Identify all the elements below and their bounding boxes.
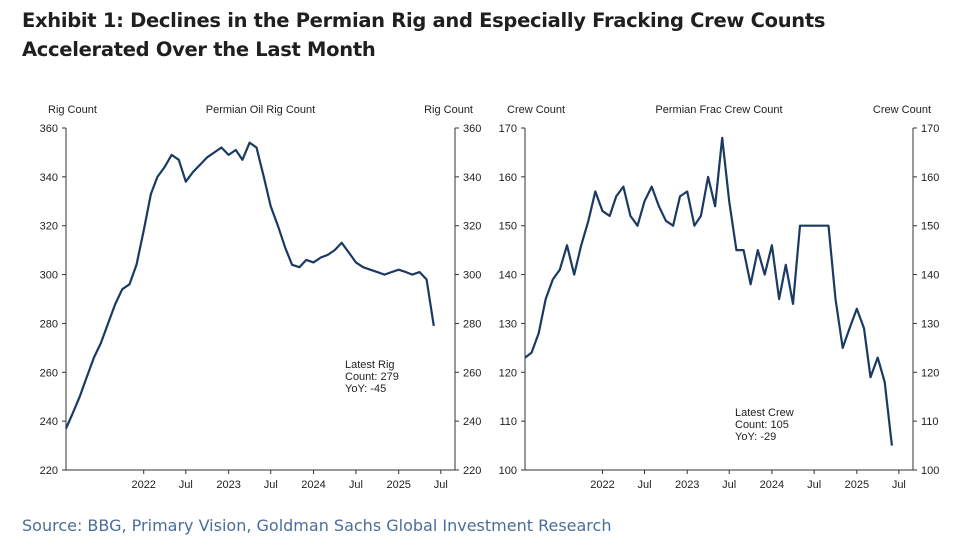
annotation-line: YoY: -29 — [735, 431, 776, 443]
y-tick-label-left: 320 — [40, 221, 58, 233]
annotation-line: Count: 279 — [345, 371, 399, 383]
y-tick-label-right: 240 — [463, 416, 481, 428]
y-tick-label-right: 160 — [921, 172, 939, 184]
y-tick-label-left: 360 — [40, 123, 58, 135]
y-tick-label-left: 130 — [499, 318, 517, 330]
y-tick-label-left: 140 — [499, 270, 517, 282]
y-tick-label-right: 280 — [463, 318, 481, 330]
y-tick-label-right: 130 — [921, 318, 939, 330]
x-tick-label: Jul — [264, 479, 278, 491]
y-tick-label-left: 120 — [499, 367, 517, 379]
y-tick-label-right: 220 — [463, 465, 481, 477]
annotation-line: Latest Crew — [735, 407, 794, 419]
x-tick-label: Jul — [434, 479, 448, 491]
x-tick-label: 2025 — [845, 479, 869, 491]
x-tick-label: Jul — [349, 479, 363, 491]
y-tick-label-left: 100 — [499, 465, 517, 477]
x-tick-label: 2024 — [301, 479, 325, 491]
annotation-line: Latest Rig — [345, 359, 395, 371]
annotation-line: YoY: -45 — [345, 383, 386, 395]
y-tick-label-right: 320 — [463, 221, 481, 233]
y-tick-label-right: 170 — [921, 123, 939, 135]
y-tick-label-right: 100 — [921, 465, 939, 477]
chart-title: Permian Frac Crew Count — [655, 104, 782, 116]
y-tick-label-left: 340 — [40, 172, 58, 184]
x-tick-label: 2023 — [216, 479, 240, 491]
y-tick-label-right: 150 — [921, 221, 939, 233]
y-tick-label-left: 160 — [499, 172, 517, 184]
y-tick-label-right: 260 — [463, 367, 481, 379]
y-tick-label-right: 360 — [463, 123, 481, 135]
x-tick-label: Jul — [722, 479, 736, 491]
x-tick-label: 2022 — [131, 479, 155, 491]
x-tick-label: Jul — [637, 479, 651, 491]
y-tick-label-right: 340 — [463, 172, 481, 184]
y-tick-label-left: 150 — [499, 221, 517, 233]
x-tick-label: 2022 — [590, 479, 614, 491]
y-axis-title-right: Rig Count — [424, 104, 473, 116]
y-tick-label-left: 300 — [40, 270, 58, 282]
exhibit-title: Exhibit 1: Declines in the Permian Rig a… — [22, 9, 826, 61]
y-axis-title-right: Crew Count — [873, 104, 931, 116]
y-tick-label-left: 220 — [40, 465, 58, 477]
y-tick-label-left: 260 — [40, 367, 58, 379]
x-tick-label: Jul — [807, 479, 821, 491]
y-tick-label-right: 110 — [921, 416, 939, 428]
x-tick-label: Jul — [179, 479, 193, 491]
y-tick-label-left: 240 — [40, 416, 58, 428]
x-tick-label: Jul — [892, 479, 906, 491]
chart-title: Permian Oil Rig Count — [206, 104, 315, 116]
y-tick-label-right: 120 — [921, 367, 939, 379]
y-tick-label-left: 280 — [40, 318, 58, 330]
y-tick-label-right: 140 — [921, 270, 939, 282]
x-tick-label: 2025 — [386, 479, 410, 491]
series-line — [64, 141, 435, 429]
y-tick-label-right: 300 — [463, 270, 481, 282]
y-tick-label-left: 170 — [499, 123, 517, 135]
y-axis-title-left: Rig Count — [48, 104, 97, 116]
x-tick-label: 2023 — [675, 479, 699, 491]
x-tick-label: 2024 — [760, 479, 784, 491]
annotation-line: Count: 105 — [735, 419, 789, 431]
y-axis-title-left: Crew Count — [507, 104, 565, 116]
y-tick-label-left: 110 — [499, 416, 517, 428]
source-note: Source: BBG, Primary Vision, Goldman Sac… — [22, 516, 612, 535]
series-line — [524, 136, 893, 446]
